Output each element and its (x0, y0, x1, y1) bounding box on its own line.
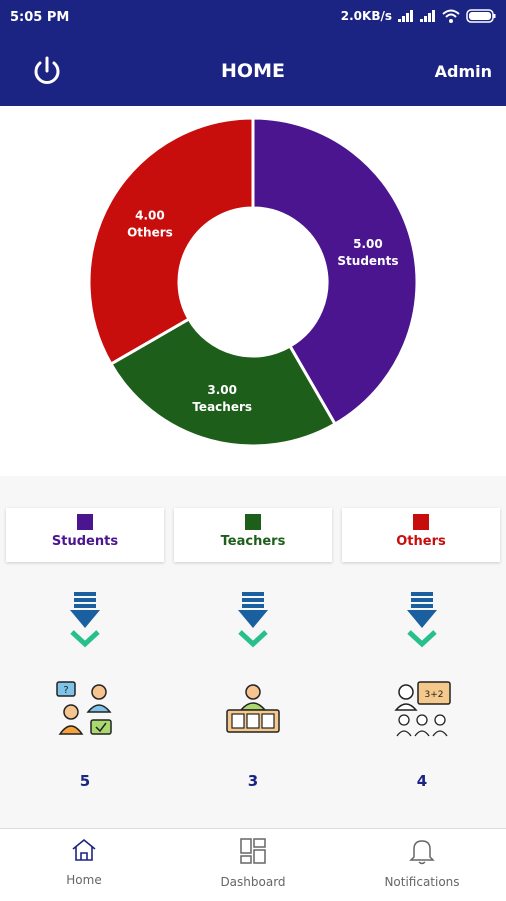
nav-notifications[interactable]: Notifications (338, 829, 506, 901)
legend-swatch-students (77, 514, 93, 530)
donut-label-others: Others (127, 226, 173, 240)
battery-icon (466, 9, 496, 23)
legend-teachers[interactable]: Teachers (174, 508, 332, 562)
status-time: 5:05 PM (10, 10, 70, 25)
status-indicators: 2.0KB/s (341, 9, 496, 23)
nav-dashboard[interactable]: Dashboard (169, 829, 337, 901)
donut-label-teachers: Teachers (192, 400, 252, 414)
teacher-desk-icon (226, 684, 280, 733)
dashboard-icon (240, 838, 266, 864)
network-speed: 2.0KB/s (340, 9, 392, 23)
bell-icon (409, 840, 435, 865)
svg-text:?: ? (63, 685, 68, 696)
donut-slice-students[interactable] (251, 116, 419, 427)
donut-value-others: 4.00 (135, 209, 165, 223)
down-arrow-icon (238, 592, 268, 648)
donut-chart-svg: 5.00 Students 3.00 Teachers 4.00 Others (87, 116, 419, 448)
donut-chart: 5.00 Students 3.00 Teachers 4.00 Others (0, 106, 506, 476)
signal-icon (420, 10, 435, 22)
nav-notifications-label: Notifications (384, 875, 460, 889)
svg-text:3+2: 3+2 (425, 690, 444, 700)
app-bar: HOME Admin (0, 36, 506, 106)
legend-others[interactable]: Others (342, 508, 500, 562)
donut-slice-others[interactable] (87, 116, 255, 367)
down-arrow-icon (70, 592, 100, 648)
nav-dashboard-label: Dashboard (220, 875, 286, 889)
legend-label-teachers: Teachers (220, 534, 286, 549)
students-discussion-icon: ? (56, 681, 112, 735)
wifi-icon (442, 9, 460, 23)
donut-slice-teachers[interactable] (108, 316, 338, 448)
power-icon[interactable] (30, 54, 64, 88)
status-bar: 5:05 PM 2.0KB/s (0, 0, 506, 36)
classroom-board-icon: 3+2 (394, 681, 451, 737)
count-students: 5 (79, 772, 91, 790)
count-teachers: 3 (247, 772, 259, 790)
down-arrow-icon (407, 592, 437, 648)
legend-swatch-others (413, 514, 429, 530)
legend-label-students: Students (51, 534, 119, 549)
donut-value-teachers: 3.00 (207, 383, 237, 397)
page-title: HOME (221, 60, 285, 82)
nav-home-label: Home (66, 873, 102, 887)
legend-swatch-teachers (245, 514, 261, 530)
bottom-nav: Home Dashboard Notifications (0, 828, 506, 901)
legend-label-others: Others (396, 534, 446, 549)
count-others: 4 (416, 772, 428, 790)
donut-value-students: 5.00 (353, 237, 383, 251)
legend-students[interactable]: Students (6, 508, 164, 562)
donut-label-students: Students (337, 254, 398, 268)
nav-home[interactable]: Home (0, 829, 168, 901)
signal-icon (398, 10, 413, 22)
user-label[interactable]: Admin (434, 62, 492, 81)
home-icon (72, 838, 96, 861)
